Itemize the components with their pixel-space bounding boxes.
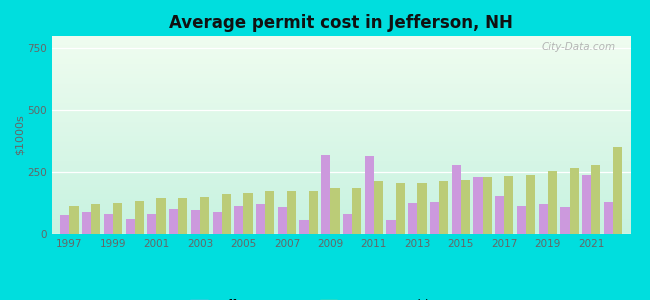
Bar	[70, 206, 79, 234]
Bar	[190, 211, 200, 234]
Bar	[256, 204, 265, 234]
Bar	[439, 181, 448, 234]
Bar	[569, 168, 578, 234]
Title: Average permit cost in Jefferson, NH: Average permit cost in Jefferson, NH	[169, 14, 514, 32]
Bar	[265, 191, 274, 234]
Bar	[300, 220, 309, 234]
Bar	[548, 171, 557, 234]
Bar	[278, 207, 287, 234]
Bar	[243, 193, 252, 234]
Bar	[517, 206, 526, 234]
Bar	[473, 177, 482, 234]
Bar	[125, 219, 135, 234]
Bar	[592, 165, 601, 234]
Bar	[387, 220, 396, 234]
Bar	[309, 191, 318, 234]
Bar	[461, 179, 470, 234]
Bar	[287, 191, 296, 234]
Bar	[539, 204, 548, 234]
Text: City-Data.com: City-Data.com	[542, 42, 616, 52]
Bar	[560, 207, 569, 234]
Bar	[408, 203, 417, 234]
Bar	[200, 197, 209, 234]
Bar	[222, 194, 231, 234]
Bar	[178, 198, 187, 234]
Bar	[482, 177, 492, 234]
Bar	[321, 155, 330, 234]
Bar	[613, 147, 622, 234]
Bar	[135, 201, 144, 234]
Bar	[417, 183, 426, 234]
Bar	[430, 202, 439, 234]
Bar	[213, 212, 222, 234]
Bar	[604, 202, 613, 234]
Bar	[495, 196, 504, 234]
Bar	[169, 209, 178, 234]
Bar	[526, 175, 535, 234]
Bar	[91, 204, 100, 234]
Bar	[396, 183, 405, 234]
Bar	[452, 165, 461, 234]
Legend: Jefferson town, New Hampshire average: Jefferson town, New Hampshire average	[185, 295, 497, 300]
Bar	[157, 198, 166, 234]
Bar	[343, 214, 352, 234]
Bar	[365, 156, 374, 234]
Bar	[82, 212, 91, 234]
Bar	[60, 215, 70, 234]
Bar	[148, 214, 157, 234]
Bar	[104, 214, 113, 234]
Bar	[330, 188, 339, 234]
Bar	[582, 175, 592, 234]
Bar	[113, 203, 122, 234]
Bar	[234, 206, 243, 234]
Y-axis label: $1000s: $1000s	[14, 115, 25, 155]
Bar	[504, 176, 514, 234]
Bar	[374, 181, 383, 234]
Bar	[352, 188, 361, 234]
